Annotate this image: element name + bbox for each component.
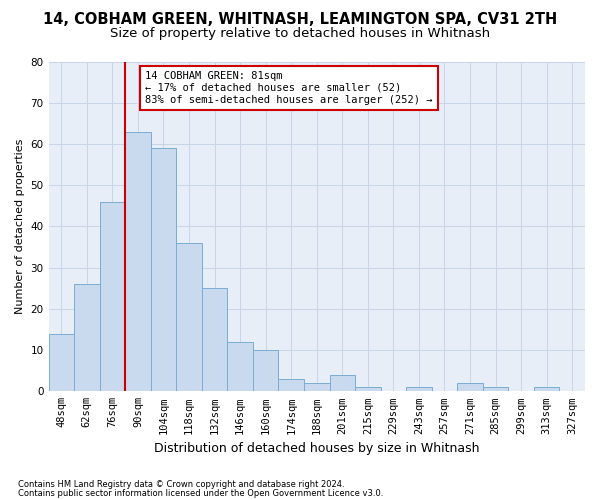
Bar bbox=[176, 243, 202, 392]
Text: 14, COBHAM GREEN, WHITNASH, LEAMINGTON SPA, CV31 2TH: 14, COBHAM GREEN, WHITNASH, LEAMINGTON S… bbox=[43, 12, 557, 28]
Bar bbox=[534, 387, 559, 392]
Bar bbox=[278, 379, 304, 392]
Bar bbox=[202, 288, 227, 392]
Bar bbox=[253, 350, 278, 392]
Bar bbox=[329, 375, 355, 392]
Bar bbox=[227, 342, 253, 392]
Text: Contains HM Land Registry data © Crown copyright and database right 2024.: Contains HM Land Registry data © Crown c… bbox=[18, 480, 344, 489]
Bar bbox=[100, 202, 125, 392]
Bar bbox=[125, 132, 151, 392]
Bar bbox=[355, 387, 380, 392]
Y-axis label: Number of detached properties: Number of detached properties bbox=[15, 138, 25, 314]
Bar bbox=[457, 383, 483, 392]
Bar bbox=[151, 148, 176, 392]
Bar bbox=[406, 387, 432, 392]
X-axis label: Distribution of detached houses by size in Whitnash: Distribution of detached houses by size … bbox=[154, 442, 479, 455]
Bar bbox=[304, 383, 329, 392]
Text: Size of property relative to detached houses in Whitnash: Size of property relative to detached ho… bbox=[110, 28, 490, 40]
Bar bbox=[49, 334, 74, 392]
Bar bbox=[483, 387, 508, 392]
Text: 14 COBHAM GREEN: 81sqm
← 17% of detached houses are smaller (52)
83% of semi-det: 14 COBHAM GREEN: 81sqm ← 17% of detached… bbox=[145, 72, 433, 104]
Text: Contains public sector information licensed under the Open Government Licence v3: Contains public sector information licen… bbox=[18, 488, 383, 498]
Bar bbox=[74, 284, 100, 392]
